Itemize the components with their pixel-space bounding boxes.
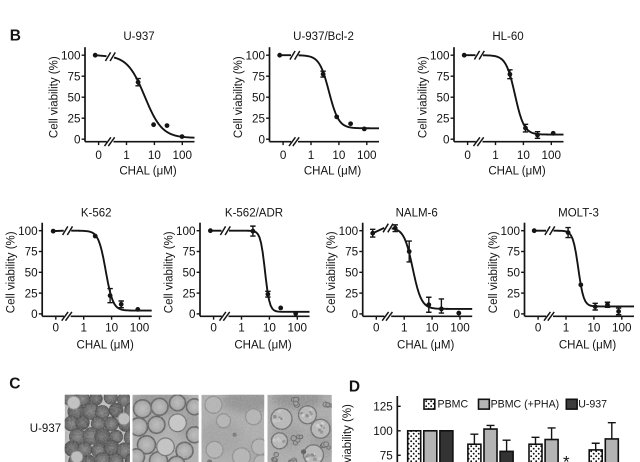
- svg-text:100: 100: [288, 322, 308, 335]
- svg-text:1: 1: [401, 322, 408, 335]
- svg-text:U-937: U-937: [30, 423, 61, 435]
- svg-text:1: 1: [80, 322, 87, 335]
- svg-text:100: 100: [245, 49, 265, 62]
- svg-text:CHAL (μM): CHAL (μM): [559, 340, 616, 352]
- svg-text:25: 25: [25, 287, 39, 300]
- svg-text:75: 75: [345, 246, 359, 259]
- svg-text:Cell viability (%): Cell viability (%): [326, 231, 338, 313]
- svg-text:0: 0: [189, 308, 196, 321]
- svg-text:25: 25: [507, 287, 521, 300]
- svg-text:Cell viability (%): Cell viability (%): [49, 56, 61, 138]
- svg-text:0: 0: [535, 322, 542, 335]
- svg-text:100: 100: [18, 225, 38, 238]
- svg-text:75: 75: [507, 246, 521, 259]
- svg-text:Cell viability (%): Cell viability (%): [6, 231, 18, 313]
- svg-text:50: 50: [345, 267, 359, 280]
- svg-text:CHAL (μM): CHAL (μM): [488, 166, 545, 178]
- svg-text:Cell viability (%): Cell viability (%): [488, 231, 500, 313]
- svg-text:C: C: [9, 375, 20, 392]
- svg-text:100: 100: [612, 322, 632, 335]
- svg-text:CHAL (μM): CHAL (μM): [304, 166, 361, 178]
- svg-text:Cell viability (%): Cell viability (%): [342, 404, 354, 462]
- svg-text:1: 1: [123, 149, 130, 162]
- svg-text:25: 25: [252, 112, 266, 125]
- svg-text:10: 10: [263, 322, 277, 335]
- svg-text:50: 50: [436, 91, 450, 104]
- svg-text:100: 100: [542, 149, 562, 162]
- svg-text:75: 75: [436, 70, 450, 83]
- svg-text:U-937: U-937: [123, 31, 154, 43]
- svg-text:B: B: [10, 27, 21, 44]
- svg-text:50: 50: [507, 267, 521, 280]
- svg-text:Cell viability (%): Cell viability (%): [164, 231, 176, 313]
- svg-text:0: 0: [280, 149, 287, 162]
- svg-text:0: 0: [443, 133, 450, 146]
- svg-text:K-562/ADR: K-562/ADR: [225, 208, 283, 220]
- svg-text:50: 50: [67, 91, 81, 104]
- svg-text:CHAL (μM): CHAL (μM): [234, 340, 291, 352]
- svg-text:*: *: [563, 453, 570, 462]
- svg-text:Cell viability (%): Cell viability (%): [418, 56, 430, 138]
- svg-text:125: 125: [373, 401, 393, 414]
- svg-text:50: 50: [25, 267, 39, 280]
- svg-text:100: 100: [430, 49, 450, 62]
- svg-text:100: 100: [130, 322, 150, 335]
- svg-text:0: 0: [31, 308, 38, 321]
- svg-text:10: 10: [332, 149, 346, 162]
- svg-text:100: 100: [450, 322, 470, 335]
- svg-text:0: 0: [74, 133, 81, 146]
- svg-text:1: 1: [238, 322, 245, 335]
- svg-text:25: 25: [436, 112, 450, 125]
- svg-text:Cell viability (%): Cell viability (%): [233, 56, 245, 138]
- svg-text:75: 75: [252, 70, 266, 83]
- svg-text:10: 10: [426, 322, 440, 335]
- svg-text:U-937/Bcl-2: U-937/Bcl-2: [293, 31, 354, 43]
- svg-text:100: 100: [373, 425, 393, 438]
- svg-text:NALM-6: NALM-6: [396, 208, 438, 220]
- svg-text:0: 0: [95, 149, 102, 162]
- svg-text:10: 10: [517, 149, 531, 162]
- svg-text:K-562: K-562: [81, 208, 112, 220]
- svg-text:100: 100: [339, 225, 359, 238]
- svg-text:10: 10: [587, 322, 601, 335]
- svg-text:0: 0: [373, 322, 380, 335]
- svg-text:PBMC (+PHA): PBMC (+PHA): [491, 399, 560, 411]
- svg-text:0: 0: [258, 133, 265, 146]
- svg-text:10: 10: [105, 322, 119, 335]
- svg-text:10: 10: [148, 149, 162, 162]
- svg-text:75: 75: [182, 246, 196, 259]
- svg-text:100: 100: [61, 49, 81, 62]
- svg-text:1: 1: [308, 149, 315, 162]
- svg-text:0: 0: [352, 308, 359, 321]
- svg-text:100: 100: [357, 149, 377, 162]
- svg-text:CHAL (μM): CHAL (μM): [397, 340, 454, 352]
- svg-text:25: 25: [182, 287, 196, 300]
- svg-text:MOLT-3: MOLT-3: [558, 208, 599, 220]
- svg-text:0: 0: [513, 308, 520, 321]
- svg-text:0: 0: [210, 322, 217, 335]
- svg-text:CHAL (μM): CHAL (μM): [119, 166, 176, 178]
- svg-text:25: 25: [345, 287, 359, 300]
- svg-text:0: 0: [53, 322, 60, 335]
- svg-text:0: 0: [464, 149, 471, 162]
- svg-text:100: 100: [173, 149, 193, 162]
- svg-text:1: 1: [563, 322, 570, 335]
- svg-text:50: 50: [182, 267, 196, 280]
- svg-text:75: 75: [67, 70, 81, 83]
- svg-text:HL-60: HL-60: [492, 31, 523, 43]
- svg-text:D: D: [349, 378, 360, 395]
- svg-text:75: 75: [380, 450, 394, 462]
- svg-text:100: 100: [500, 225, 520, 238]
- svg-text:PBMC: PBMC: [438, 399, 469, 411]
- svg-text:CHAL (μM): CHAL (μM): [77, 340, 134, 352]
- svg-text:100: 100: [176, 225, 196, 238]
- svg-text:1: 1: [492, 149, 499, 162]
- svg-text:U-937: U-937: [578, 399, 607, 411]
- svg-text:25: 25: [67, 112, 81, 125]
- svg-text:50: 50: [252, 91, 266, 104]
- svg-text:75: 75: [25, 246, 39, 259]
